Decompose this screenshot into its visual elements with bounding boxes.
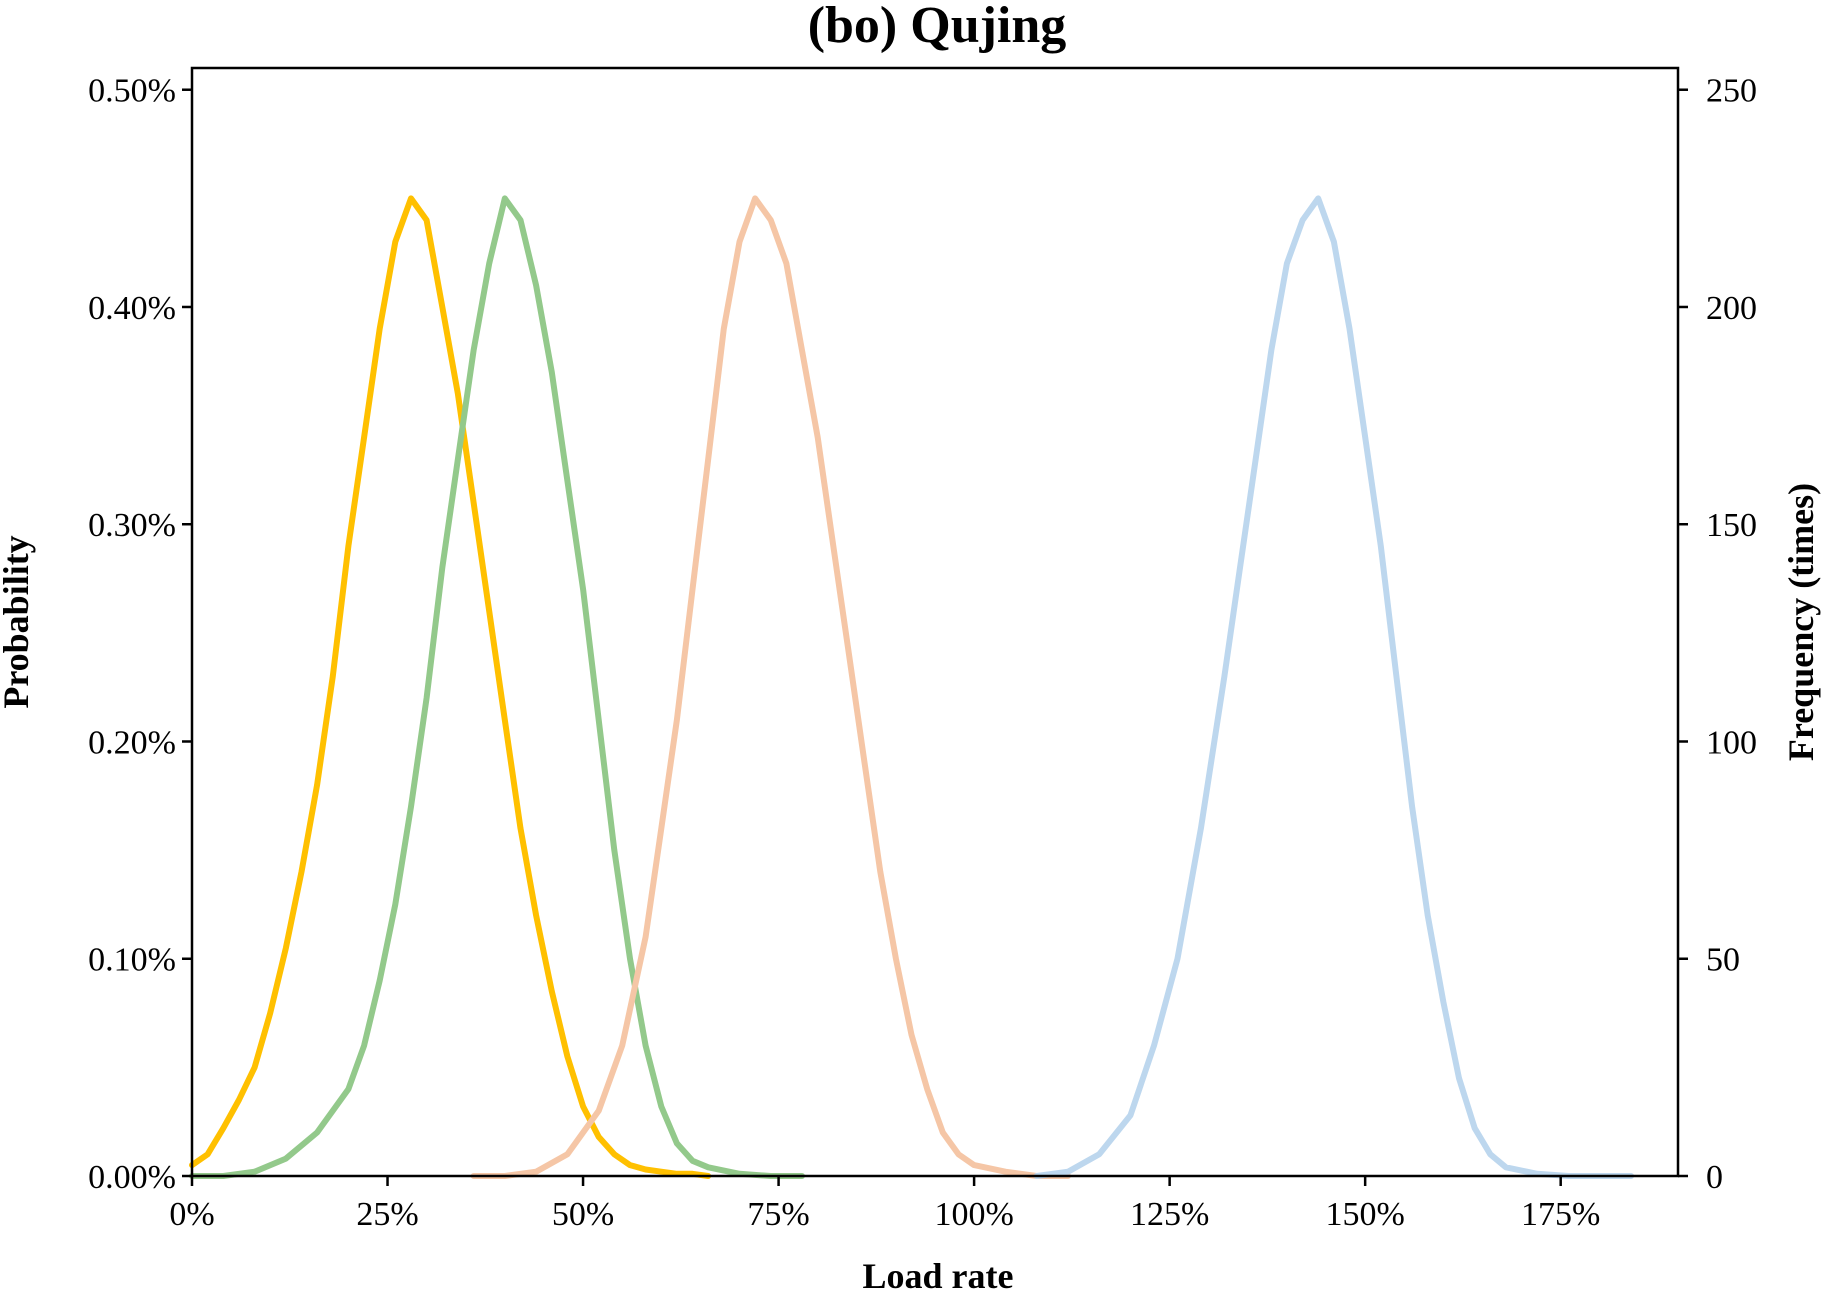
x-tick-label: 50% bbox=[552, 1196, 614, 1233]
plot-frame bbox=[190, 66, 1680, 1178]
y2-tick-label: 200 bbox=[1706, 290, 1757, 327]
x-tick-label: 25% bbox=[356, 1196, 418, 1233]
series-line-4 bbox=[1033, 195, 1635, 1179]
ticks-layer: 0% 25% 50% 75% 100% 125% 150% 175% 0.00% 0.10% 0.2… bbox=[88, 73, 1757, 1233]
series-line-3 bbox=[470, 195, 1071, 1179]
x-tick-label: 150% bbox=[1325, 1196, 1404, 1233]
y2-tick-label: 250 bbox=[1706, 73, 1757, 110]
x-axis-title: Load rate bbox=[863, 1256, 1014, 1296]
series-line-2 bbox=[189, 195, 805, 1179]
series-line-1 bbox=[189, 195, 712, 1179]
x-tick-label: 75% bbox=[747, 1196, 809, 1233]
x-tick-label: 125% bbox=[1130, 1196, 1209, 1233]
y-tick-label: 0.10% bbox=[88, 942, 176, 979]
y-tick-label: 0.20% bbox=[88, 724, 176, 761]
y2-axis-title: Frequency (times) bbox=[1781, 483, 1821, 761]
y-tick-label: 0.00% bbox=[88, 1159, 176, 1196]
y-tick-label: 0.30% bbox=[88, 507, 176, 544]
y-axis-title: Probability bbox=[0, 535, 36, 708]
y-tick-label: 0.50% bbox=[88, 73, 176, 110]
series-layer bbox=[189, 195, 1635, 1179]
x-tick-label: 0% bbox=[169, 1196, 214, 1233]
x-tick-label: 175% bbox=[1521, 1196, 1600, 1233]
y2-tick-label: 50 bbox=[1706, 942, 1740, 979]
x-tick-label: 100% bbox=[934, 1196, 1013, 1233]
y2-tick-label: 150 bbox=[1706, 507, 1757, 544]
y-tick-label: 0.40% bbox=[88, 290, 176, 327]
y2-tick-label: 100 bbox=[1706, 724, 1757, 761]
chart-title: (bo) Qujing bbox=[808, 0, 1067, 54]
y2-tick-label: 0 bbox=[1706, 1159, 1723, 1196]
